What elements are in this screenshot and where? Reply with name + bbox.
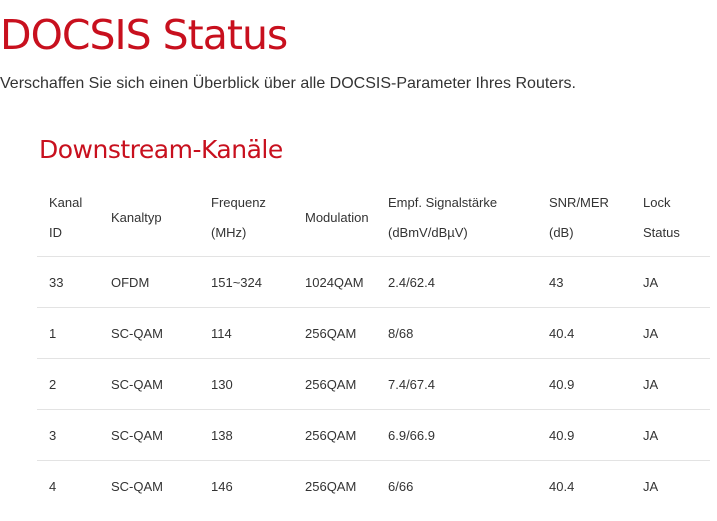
table-cell: 146 [211,460,305,511]
table-cell: 256QAM [305,460,388,511]
table-cell: JA [643,409,710,461]
downstream-table: Kanal ID Kanaltyp Frequenz (MHz) Modulation Em… [37,180,710,511]
column-header-line1: SNR/MER [549,195,609,210]
table-cell: 4 [37,460,111,511]
column-header-line1: Kanaltyp [111,210,162,225]
column-header-line1: Modulation [305,210,369,225]
table-cell: 256QAM [305,358,388,410]
table-cell: 130 [211,358,305,410]
column-header: Lock Status [643,180,710,257]
column-header-line1: Lock [643,195,671,210]
table-cell: 40.9 [549,409,643,461]
table-row: 2 SC-QAM 130 256QAM 7.4/67.4 40.9 JA [37,358,710,410]
table-cell: 256QAM [305,409,388,461]
table-cell: 40.4 [549,460,643,511]
column-header: Frequenz (MHz) [211,180,305,257]
page-title: DOCSIS Status [0,11,288,59]
table-cell: SC-QAM [111,460,211,511]
table-row: 1 SC-QAM 114 256QAM 8/68 40.4 JA [37,307,710,359]
table-cell: 151~324 [211,256,305,308]
table-cell: 40.4 [549,307,643,359]
table-header-row: Kanal ID Kanaltyp Frequenz (MHz) Modulation Em… [37,180,710,257]
table-cell: 256QAM [305,307,388,359]
table-cell: 33 [37,256,111,308]
table-cell: 6/66 [388,460,549,511]
table-cell: 6.9/66.9 [388,409,549,461]
table-cell: 43 [549,256,643,308]
table-cell: JA [643,307,710,359]
column-header-line1: Kanal [49,195,83,210]
table-cell: 114 [211,307,305,359]
table-cell: JA [643,460,710,511]
table-cell: SC-QAM [111,358,211,410]
table-cell: OFDM [111,256,211,308]
table-cell: SC-QAM [111,409,211,461]
column-header-line2: Status [643,225,680,240]
downstream-heading: Downstream-Kanäle [39,135,283,164]
table-row: 33 OFDM 151~324 1024QAM 2.4/62.4 43 JA [37,256,710,308]
table-cell: 138 [211,409,305,461]
column-header: Modulation [305,180,388,257]
column-header-line2: (dB) [549,225,574,240]
column-header: Kanaltyp [111,180,211,257]
column-header: SNR/MER (dB) [549,180,643,257]
column-header: Kanal ID [37,180,111,257]
table-cell: 8/68 [388,307,549,359]
table-row: 3 SC-QAM 138 256QAM 6.9/66.9 40.9 JA [37,409,710,461]
table-cell: 1024QAM [305,256,388,308]
table-cell: 7.4/67.4 [388,358,549,410]
column-header: Empf. Signalstärke (dBmV/dBµV) [388,180,549,257]
table-cell: JA [643,256,710,308]
column-header-line2: ID [49,225,62,240]
column-header-line1: Empf. Signalstärke [388,195,498,210]
table-cell: 1 [37,307,111,359]
page-subtitle: Verschaffen Sie sich einen Überblick übe… [0,75,576,92]
table-cell: 40.9 [549,358,643,410]
column-header-line2: (MHz) [211,225,247,240]
table-cell: SC-QAM [111,307,211,359]
table-cell: 3 [37,409,111,461]
table-cell: 2.4/62.4 [388,256,549,308]
column-header-line2: (dBmV/dBµV) [388,225,468,240]
table-cell: 2 [37,358,111,410]
column-header-line1: Frequenz [211,195,266,210]
table-cell: JA [643,358,710,410]
table-row: 4 SC-QAM 146 256QAM 6/66 40.4 JA [37,460,710,511]
